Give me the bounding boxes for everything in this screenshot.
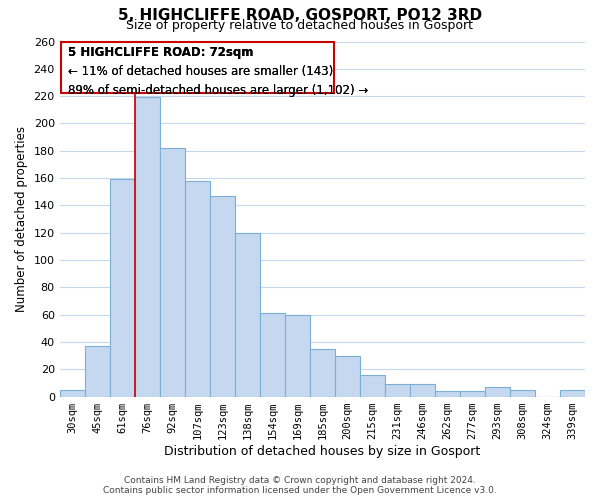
Bar bbox=[335, 356, 360, 397]
Bar bbox=[435, 391, 460, 396]
Text: 5 HIGHCLIFFE ROAD: 72sqm: 5 HIGHCLIFFE ROAD: 72sqm bbox=[68, 46, 254, 59]
Bar bbox=[360, 374, 385, 396]
Bar bbox=[560, 390, 585, 396]
Bar bbox=[110, 180, 135, 396]
Bar bbox=[85, 346, 110, 397]
Text: ← 11% of detached houses are smaller (143): ← 11% of detached houses are smaller (14… bbox=[68, 64, 334, 78]
Bar bbox=[410, 384, 435, 396]
Text: 5 HIGHCLIFFE ROAD: 72sqm: 5 HIGHCLIFFE ROAD: 72sqm bbox=[68, 46, 254, 59]
Y-axis label: Number of detached properties: Number of detached properties bbox=[15, 126, 28, 312]
Text: 89% of semi-detached houses are larger (1,102) →: 89% of semi-detached houses are larger (… bbox=[68, 84, 368, 97]
Bar bbox=[160, 148, 185, 396]
Bar bbox=[59, 390, 85, 396]
Bar bbox=[460, 391, 485, 396]
Bar bbox=[235, 232, 260, 396]
FancyBboxPatch shape bbox=[61, 42, 334, 94]
X-axis label: Distribution of detached houses by size in Gosport: Distribution of detached houses by size … bbox=[164, 444, 481, 458]
Bar bbox=[510, 390, 535, 396]
Bar bbox=[385, 384, 410, 396]
Bar bbox=[185, 181, 210, 396]
Text: Contains HM Land Registry data © Crown copyright and database right 2024.
Contai: Contains HM Land Registry data © Crown c… bbox=[103, 476, 497, 495]
Bar bbox=[260, 314, 285, 396]
Bar bbox=[310, 349, 335, 397]
Text: ← 11% of detached houses are smaller (143): ← 11% of detached houses are smaller (14… bbox=[68, 64, 334, 78]
Text: 89% of semi-detached houses are larger (1,102) →: 89% of semi-detached houses are larger (… bbox=[68, 84, 368, 97]
Text: Size of property relative to detached houses in Gosport: Size of property relative to detached ho… bbox=[127, 19, 473, 32]
Bar bbox=[210, 196, 235, 396]
Bar bbox=[485, 387, 510, 396]
Bar bbox=[285, 314, 310, 396]
Bar bbox=[135, 98, 160, 397]
Text: 5, HIGHCLIFFE ROAD, GOSPORT, PO12 3RD: 5, HIGHCLIFFE ROAD, GOSPORT, PO12 3RD bbox=[118, 8, 482, 22]
